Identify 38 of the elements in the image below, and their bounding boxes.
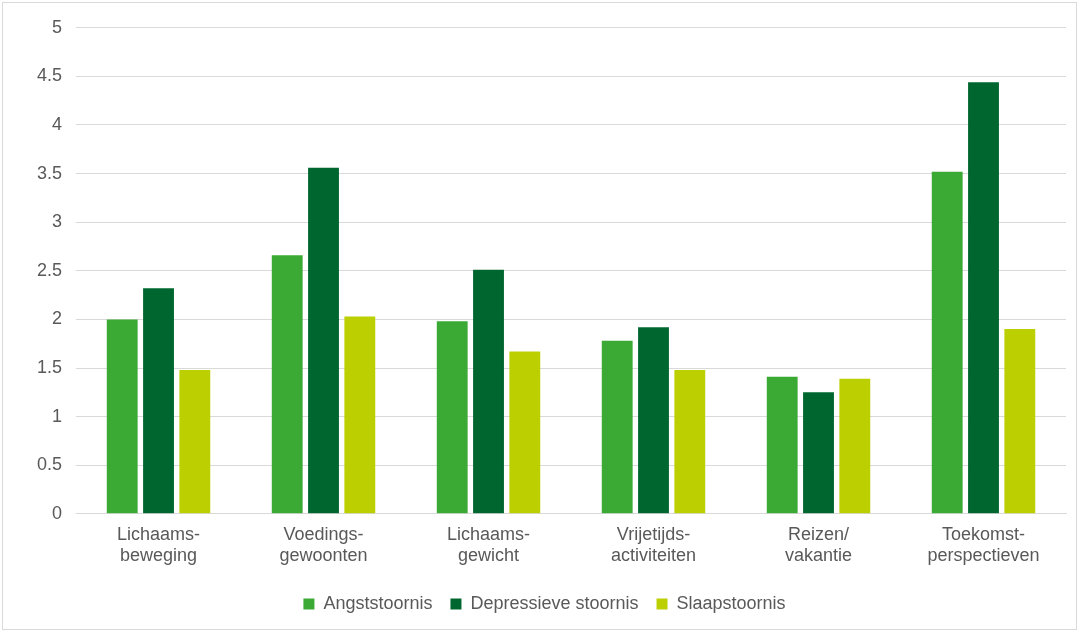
bar	[1004, 329, 1036, 514]
bar	[839, 378, 871, 514]
bar	[436, 321, 468, 514]
bar	[106, 319, 138, 514]
x-tick-label: Voedings- gewoonten	[279, 523, 368, 566]
bar	[638, 327, 669, 514]
bar	[179, 369, 211, 514]
y-tick-label: 2.5	[36, 259, 63, 280]
y-tick-label: 3.5	[36, 162, 63, 183]
y-tick-label: 1.5	[36, 356, 63, 377]
x-tick-label: Toekomst- perspectieven	[927, 523, 1040, 566]
bar	[509, 351, 541, 514]
y-tick-label: 4.5	[36, 65, 63, 86]
x-tick-label: Lichaams- beweging	[117, 523, 201, 566]
bar	[803, 392, 834, 514]
y-tick-label: 1	[52, 405, 63, 426]
y-tick-label: 0	[52, 502, 63, 523]
y-tick-label: 2	[52, 308, 63, 329]
bar	[308, 167, 339, 514]
bar	[473, 269, 504, 514]
bar	[931, 171, 963, 514]
y-tick-label: 5	[52, 16, 63, 37]
bar	[968, 82, 999, 514]
legend-label: Depressieve stoornis	[470, 592, 639, 613]
x-tick-label: Vrijetijds- activiteiten	[610, 523, 697, 566]
bar	[674, 369, 706, 514]
legend-label: Angststoornis	[323, 592, 433, 613]
bar	[271, 255, 303, 514]
x-tick-label: Reizen/ vakantie	[784, 523, 853, 566]
bar	[344, 316, 376, 514]
y-tick-label: 0.5	[36, 454, 63, 475]
legend-label: Slaapstoornis	[676, 592, 786, 613]
bar	[601, 340, 633, 514]
bar	[766, 376, 798, 514]
y-tick-label: 3	[52, 211, 63, 232]
x-tick-label: Lichaams- gewicht	[447, 523, 531, 566]
y-tick-label: 4	[52, 113, 63, 134]
bar	[143, 288, 174, 514]
